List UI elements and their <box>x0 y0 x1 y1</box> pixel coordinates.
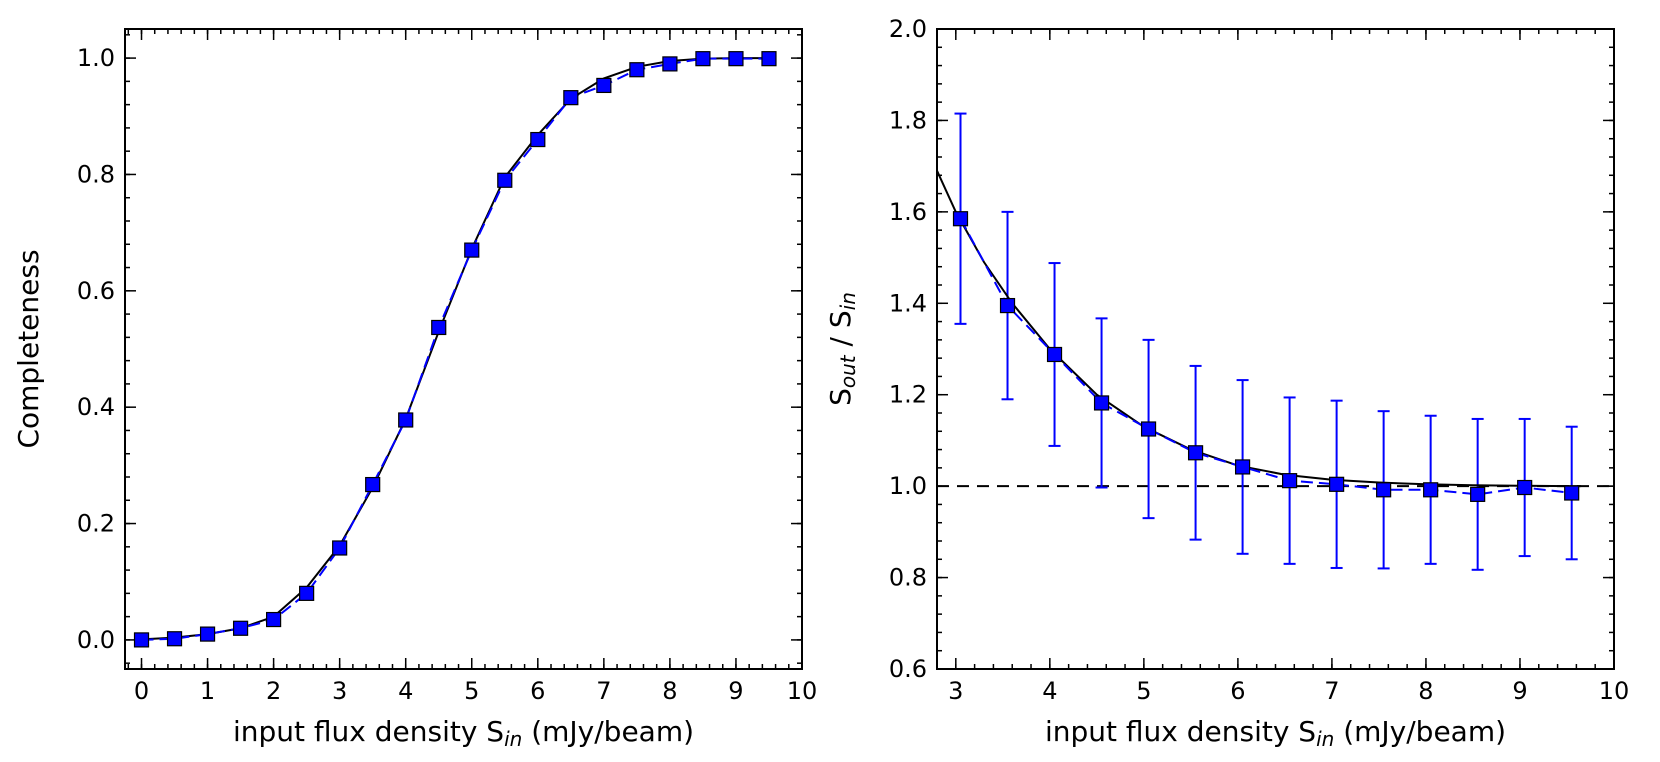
data-point <box>332 540 348 556</box>
data-point <box>166 631 183 647</box>
x-tick-label: 5 <box>464 677 479 705</box>
flux-ratio-y-axis-label: Sout / Sin <box>824 292 860 406</box>
y-tick-label: 0.0 <box>77 626 115 654</box>
flux-ratio-series <box>937 112 1614 571</box>
completeness-x-axis-label: input flux density Sin (mJy/beam) <box>233 715 694 751</box>
completeness-ticks <box>125 29 803 669</box>
y-tick-label: 1.8 <box>889 106 927 134</box>
clipped-series <box>133 51 777 648</box>
data-point <box>398 412 414 428</box>
flux-ratio-tick-labels: 3 4 5 6 7 8 9 10 0.6 0.8 1.0 1.2 1.4 1.6 1.8 2.0 <box>889 15 1629 705</box>
data-point <box>133 632 150 648</box>
completeness-y-axis-label: Completeness <box>12 249 45 448</box>
data-point <box>695 51 711 67</box>
y-tick-label: 1.2 <box>889 381 927 409</box>
x-tick-label: 8 <box>1418 677 1433 705</box>
completeness-series <box>133 51 777 648</box>
data-point <box>431 319 447 336</box>
data-point <box>1329 476 1345 492</box>
data-point <box>1187 445 1204 461</box>
y-tick-label: 0.2 <box>77 510 115 538</box>
data-point <box>662 56 678 72</box>
y-tick-label: 1.0 <box>889 472 927 500</box>
data-point <box>1564 485 1580 501</box>
x-tick-label: 0 <box>134 677 149 705</box>
flux-ratio-ticks <box>937 28 1615 670</box>
data-point <box>299 585 315 601</box>
y-tick-label: 2.0 <box>889 15 927 43</box>
data-point <box>232 620 249 636</box>
clipped-series <box>937 112 1614 571</box>
data-point <box>1376 482 1392 498</box>
data-point <box>629 62 645 78</box>
data-point <box>199 626 216 642</box>
model-line <box>937 170 1582 488</box>
data-point <box>1046 346 1063 363</box>
x-tick-label: 9 <box>728 677 743 705</box>
y-tick-label: 1.0 <box>77 44 115 72</box>
x-tick-label: 4 <box>398 677 413 705</box>
completeness-panel: 0 1 2 3 4 5 6 7 8 9 10 0.0 0.2 0.4 0.6 0.8 1.0 input flu… <box>12 28 817 751</box>
measured-line <box>141 57 769 641</box>
data-point <box>1517 479 1533 496</box>
y-tick-label: 0.6 <box>77 277 115 305</box>
x-tick-label: 3 <box>948 677 963 705</box>
data-point <box>563 90 579 106</box>
data-point <box>1234 459 1251 475</box>
data-point <box>1470 486 1486 502</box>
completeness-tick-labels: 0 1 2 3 4 5 6 7 8 9 10 0.0 0.2 0.4 0.6 0.8 1.0 <box>77 44 817 705</box>
x-tick-label: 10 <box>787 677 818 705</box>
x-tick-label: 8 <box>662 677 677 705</box>
flux-ratio-plot-frame <box>936 28 1615 670</box>
model-line <box>141 57 769 641</box>
x-tick-label: 9 <box>1512 677 1527 705</box>
y-tick-label: 1.4 <box>889 289 927 317</box>
x-tick-label: 3 <box>332 677 347 705</box>
x-tick-label: 4 <box>1042 677 1057 705</box>
data-point <box>999 297 1016 314</box>
data-point <box>1423 482 1439 498</box>
x-tick-label: 6 <box>530 677 545 705</box>
data-point <box>365 476 381 493</box>
y-tick-label: 0.6 <box>889 655 927 683</box>
x-tick-label: 1 <box>200 677 215 705</box>
x-tick-label: 6 <box>1230 677 1245 705</box>
completeness-plot-frame <box>124 28 803 670</box>
x-tick-label: 7 <box>596 677 611 705</box>
y-tick-label: 0.4 <box>77 393 115 421</box>
data-point <box>596 77 612 94</box>
data-point <box>761 51 777 67</box>
flux-ratio-x-axis-label: input flux density Sin (mJy/beam) <box>1045 715 1506 751</box>
data-point <box>530 131 546 148</box>
data-point <box>497 172 513 188</box>
data-point <box>1282 473 1298 489</box>
data-point <box>728 51 744 67</box>
x-tick-label: 2 <box>266 677 281 705</box>
x-tick-label: 10 <box>1599 677 1630 705</box>
y-tick-label: 0.8 <box>889 564 927 592</box>
y-tick-label: 0.8 <box>77 160 115 188</box>
x-tick-label: 7 <box>1324 677 1339 705</box>
data-point <box>952 211 969 227</box>
x-tick-label: 5 <box>1136 677 1151 705</box>
data-point <box>1093 395 1110 411</box>
flux-ratio-panel: 3 4 5 6 7 8 9 10 0.6 0.8 1.0 1.2 1.4 1.6 1.8 2.0 input … <box>824 15 1629 751</box>
y-tick-label: 1.6 <box>889 198 927 226</box>
data-point <box>464 242 480 258</box>
data-point <box>266 611 282 628</box>
measured-line <box>959 218 1572 496</box>
data-point <box>1140 421 1157 437</box>
